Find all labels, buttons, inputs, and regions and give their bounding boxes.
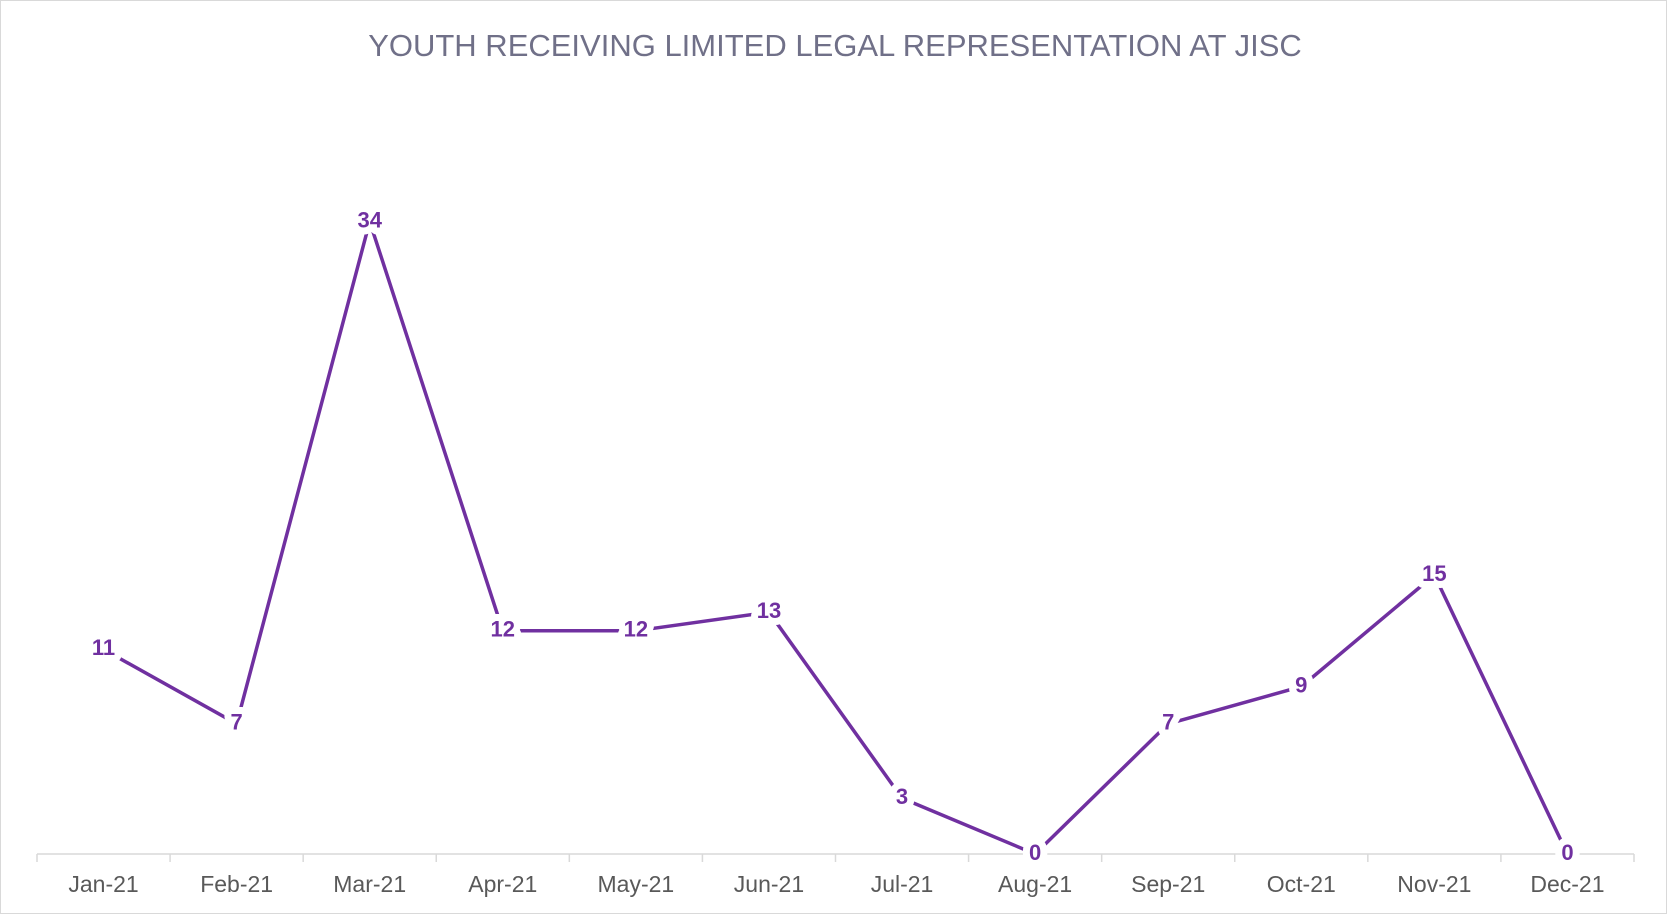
data-label: 12 xyxy=(491,617,515,642)
x-tick-label: May-21 xyxy=(598,871,675,897)
data-label: 11 xyxy=(92,635,115,660)
x-tick-label: Jan-21 xyxy=(68,871,138,897)
chart-title: YOUTH RECEIVING LIMITED LEGAL REPRESENTA… xyxy=(368,28,1302,63)
data-label: 3 xyxy=(896,784,908,809)
x-tick-label: Nov-21 xyxy=(1397,871,1471,897)
data-label: 13 xyxy=(757,598,781,623)
x-tick-label: Apr-21 xyxy=(468,871,537,897)
data-label: 9 xyxy=(1295,672,1307,697)
data-label: 0 xyxy=(1029,840,1041,865)
x-tick-label: Aug-21 xyxy=(998,871,1072,897)
x-tick-label: Mar-21 xyxy=(333,871,406,897)
data-label: 0 xyxy=(1561,840,1573,865)
x-tick-label: Jun-21 xyxy=(734,871,804,897)
x-tick-label: Feb-21 xyxy=(200,871,273,897)
x-tick-label: Oct-21 xyxy=(1267,871,1336,897)
data-label: 12 xyxy=(624,617,648,642)
x-tick-label: Dec-21 xyxy=(1530,871,1604,897)
data-label: 7 xyxy=(1162,710,1174,735)
data-label: 15 xyxy=(1422,561,1446,586)
x-tick-label: Sep-21 xyxy=(1131,871,1205,897)
x-tick-label: Jul-21 xyxy=(871,871,934,897)
data-label: 7 xyxy=(231,710,243,735)
data-label: 34 xyxy=(357,207,382,232)
series-line xyxy=(102,219,1570,856)
